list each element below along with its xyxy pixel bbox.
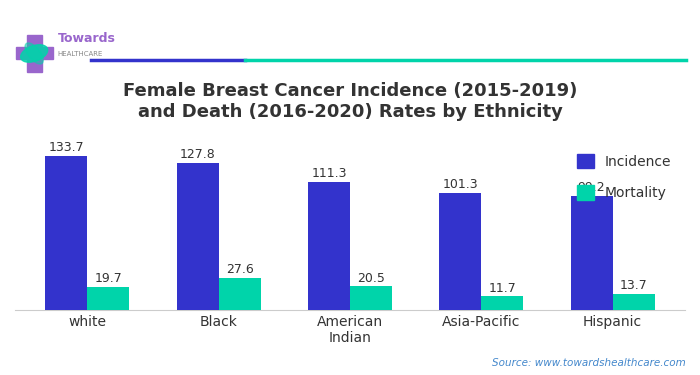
Bar: [440, 193, 482, 310]
Bar: [350, 286, 392, 310]
Bar: [46, 156, 88, 310]
Legend: Incidence, Mortality: Incidence, Mortality: [570, 147, 678, 207]
Bar: [88, 287, 130, 310]
Text: 27.6: 27.6: [226, 263, 253, 276]
Bar: [176, 162, 218, 310]
Ellipse shape: [25, 43, 43, 64]
Bar: [218, 278, 260, 310]
Text: 101.3: 101.3: [442, 178, 478, 191]
Bar: [27, 35, 42, 72]
Text: HEALTHCARE: HEALTHCARE: [57, 51, 103, 57]
Text: 133.7: 133.7: [48, 141, 84, 154]
Bar: [570, 195, 612, 310]
Ellipse shape: [20, 45, 48, 62]
Text: 13.7: 13.7: [620, 279, 648, 292]
Bar: [612, 294, 654, 310]
Text: Source: www.towardshealthcare.com: Source: www.towardshealthcare.com: [492, 357, 686, 368]
Text: 19.7: 19.7: [94, 273, 122, 285]
Bar: [482, 297, 524, 310]
Text: 99.2: 99.2: [578, 181, 606, 194]
Text: 111.3: 111.3: [312, 167, 346, 180]
Text: Towards: Towards: [57, 32, 116, 45]
Text: 127.8: 127.8: [180, 148, 216, 161]
Bar: [308, 182, 350, 310]
Text: 20.5: 20.5: [357, 272, 385, 285]
Title: Female Breast Cancer Incidence (2015-2019)
and Death (2016-2020) Rates by Ethnic: Female Breast Cancer Incidence (2015-201…: [122, 82, 577, 121]
Bar: [15, 47, 52, 59]
Text: 11.7: 11.7: [489, 282, 516, 295]
